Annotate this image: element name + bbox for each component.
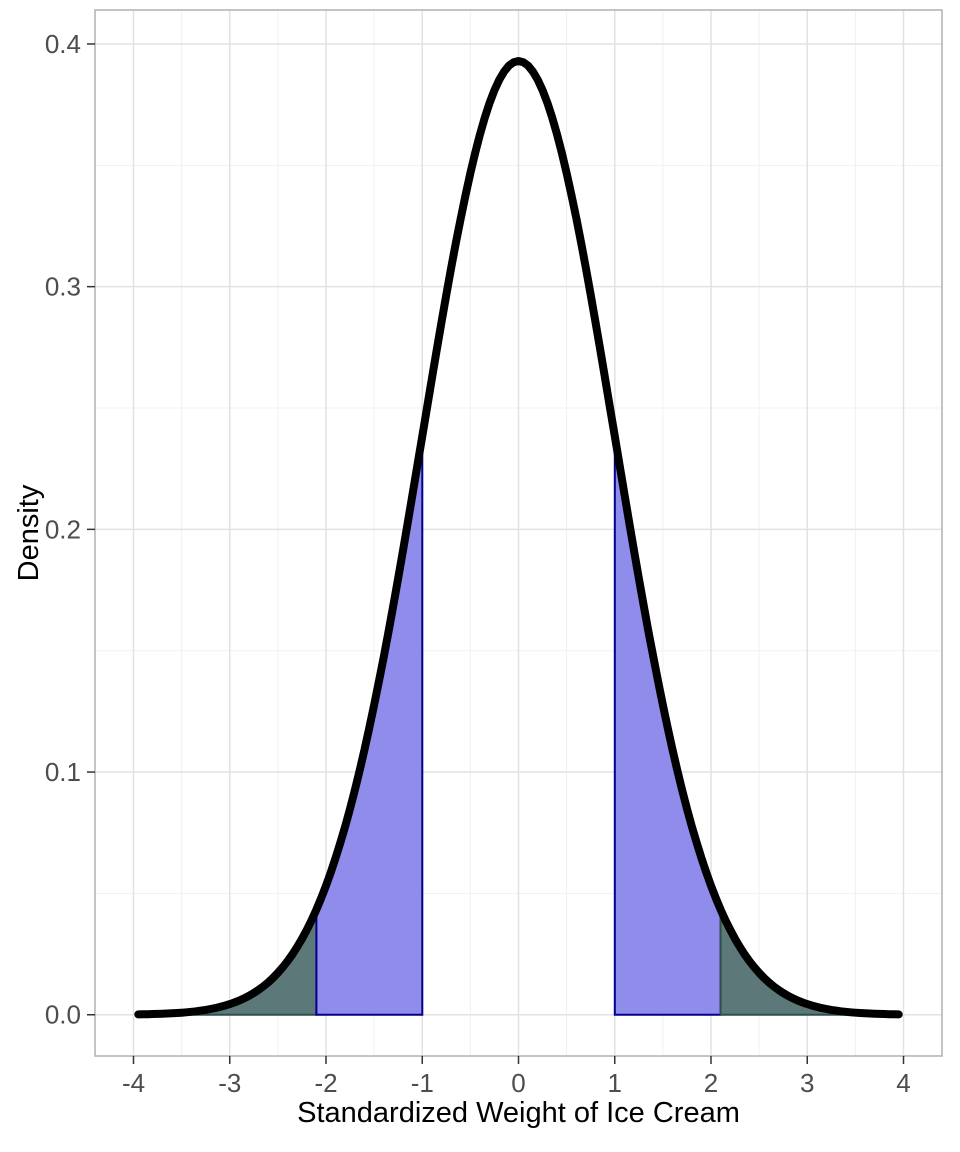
y-axis-title: Density [13,484,45,581]
x-axis-tick-labels: -4 -3 -2 -1 0 1 2 3 4 [122,1068,911,1098]
x-axis-ticks [132,1056,905,1064]
minor-gridlines [95,10,942,1056]
y-axis-tick-labels: 0.0 0.1 0.2 0.3 0.4 [45,29,81,1030]
major-gridlines [95,10,942,1056]
x-tick-label: -2 [314,1068,337,1098]
x-tick-label: 4 [896,1068,910,1098]
x-tick-label: 0 [511,1068,525,1098]
x-tick-label: 3 [800,1068,814,1098]
y-axis-ticks [87,43,95,1016]
x-axis-title: Standardized Weight of Ice Cream [297,1097,740,1129]
x-tick-label: 1 [608,1068,622,1098]
y-tick-label: 0.1 [45,757,81,787]
y-tick-label: 0.0 [45,1000,81,1030]
y-tick-label: 0.3 [45,272,81,302]
y-tick-label: 0.2 [45,514,81,544]
x-tick-label: -4 [122,1068,145,1098]
density-curve [134,57,903,1019]
x-tick-label: 2 [704,1068,718,1098]
x-tick-label: -1 [411,1068,434,1098]
x-tick-label: -3 [218,1068,241,1098]
y-tick-label: 0.4 [45,29,81,59]
